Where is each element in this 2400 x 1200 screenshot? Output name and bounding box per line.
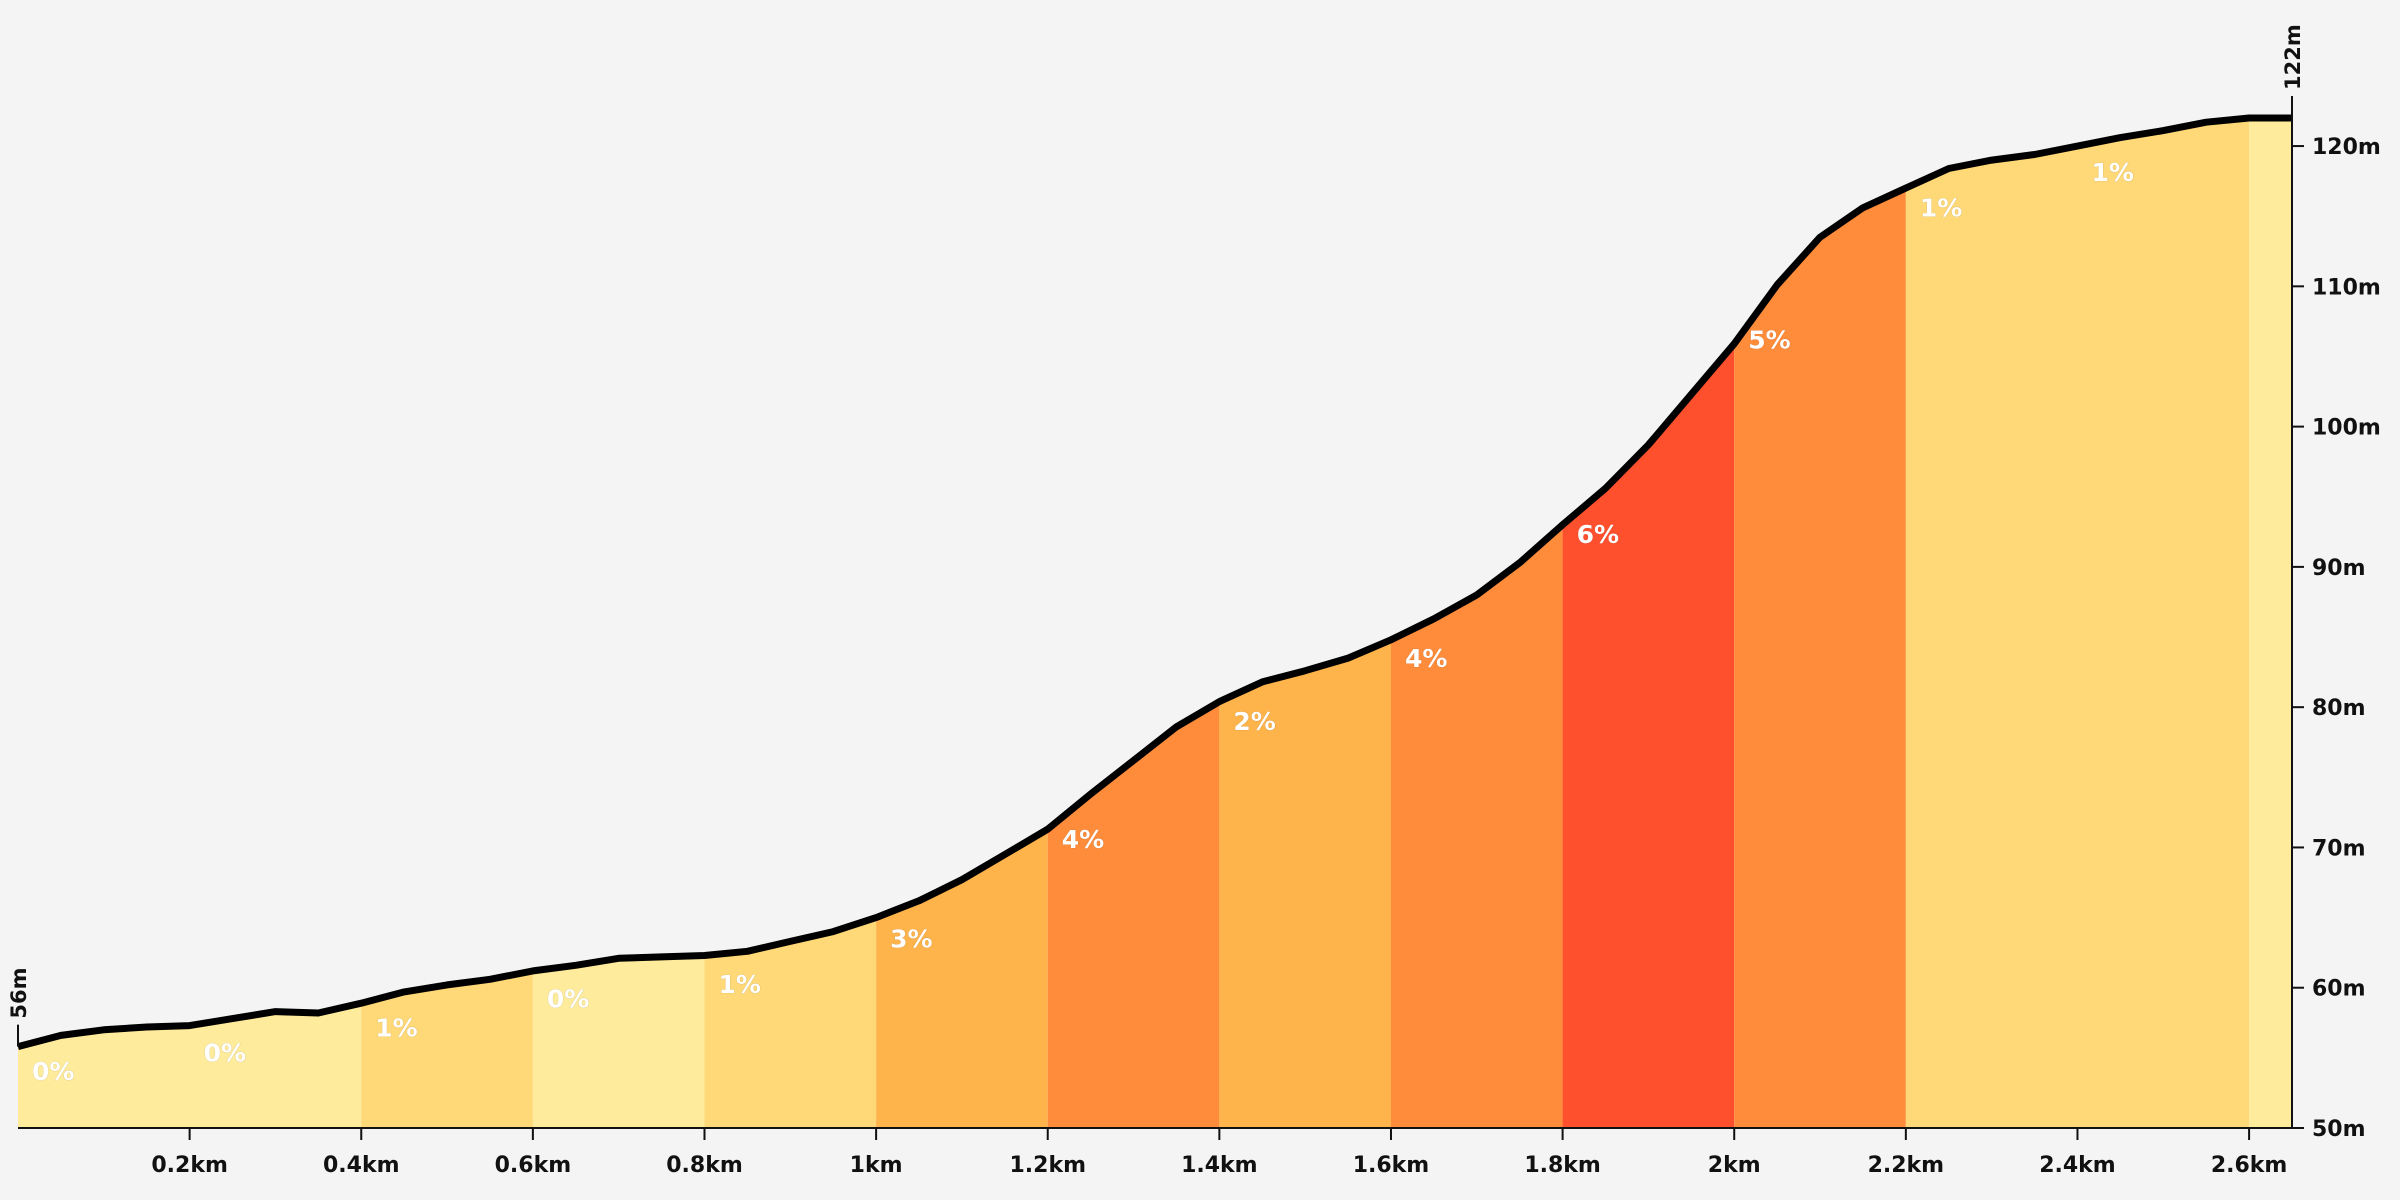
segment-label-0: 0%: [32, 1057, 74, 1086]
y-tick-label-0: 50m: [2312, 1117, 2366, 1142]
elevation-line: [17, 114, 2292, 1050]
segment-label-10: 5%: [1748, 325, 1790, 354]
x-tick-label-10: 2.2km: [1868, 1153, 1945, 1178]
segment-label-6: 4%: [1062, 825, 1104, 854]
segment-label-9: 6%: [1577, 520, 1619, 549]
x-tick-label-1: 0.4km: [323, 1153, 400, 1178]
x-tick-label-9: 2km: [1708, 1153, 1761, 1178]
y-tick-label-4: 90m: [2312, 556, 2366, 581]
segment-2: [361, 118, 533, 1128]
y-tick-label-1: 60m: [2312, 977, 2366, 1002]
segment-label-7: 2%: [1233, 707, 1275, 736]
segment-label-11: 1%: [1920, 193, 1962, 222]
segment-7: [1219, 118, 1391, 1128]
x-tick-label-2: 0.6km: [495, 1153, 572, 1178]
x-tick-label-3: 0.8km: [666, 1153, 743, 1178]
x-tick-label-12: 2.6km: [2211, 1153, 2288, 1178]
x-tick-label-5: 1.2km: [1009, 1153, 1086, 1178]
y-tick-label-5: 100m: [2312, 416, 2381, 441]
segment-6: [1047, 118, 1220, 1128]
axes: 0.2km 0.4km 0.6km 0.8km 1km 1.2km 1.4km 1.6km 1.…: [7, 24, 2381, 1178]
x-tick-label-7: 1.6km: [1353, 1153, 1430, 1178]
segment-label-12: 1%: [2091, 158, 2133, 187]
gradient-segments: [18, 118, 2292, 1128]
segment-5: [876, 118, 1048, 1128]
x-tick-label-11: 2.4km: [2039, 1153, 2116, 1178]
gradient-labels: 0% 0% 1% 0% 1% 3% 4% 2% 4% 6% 5% 1% 1%: [32, 158, 2135, 1086]
segment-label-8: 4%: [1405, 644, 1447, 673]
y-tick-label-6: 110m: [2312, 275, 2381, 300]
x-tick-label-4: 1km: [850, 1153, 903, 1178]
y-tick-label-3: 80m: [2312, 696, 2366, 721]
y-tick-label-2: 70m: [2312, 836, 2366, 861]
segment-1: [189, 118, 362, 1128]
segment-label-1: 0%: [204, 1038, 246, 1067]
segment-11: [1905, 118, 2078, 1128]
segment-label-4: 1%: [718, 970, 760, 999]
segment-12: [2077, 118, 2250, 1128]
end-elevation-label: 122m: [2281, 24, 2305, 90]
segment-label-2: 1%: [375, 1013, 417, 1042]
segment-label-5: 3%: [890, 924, 932, 953]
x-tick-label-8: 1.8km: [1524, 1153, 1601, 1178]
segment-label-3: 0%: [547, 985, 589, 1014]
segment-13: [2249, 118, 2292, 1128]
segment-9: [1562, 118, 1735, 1128]
x-tick-label-0: 0.2km: [151, 1153, 228, 1178]
x-tick-label-6: 1.4km: [1181, 1153, 1258, 1178]
start-elevation-label: 56m: [7, 968, 31, 1019]
segment-8: [1390, 118, 1563, 1128]
segment-0: [18, 118, 190, 1128]
y-tick-label-7: 120m: [2312, 135, 2381, 160]
